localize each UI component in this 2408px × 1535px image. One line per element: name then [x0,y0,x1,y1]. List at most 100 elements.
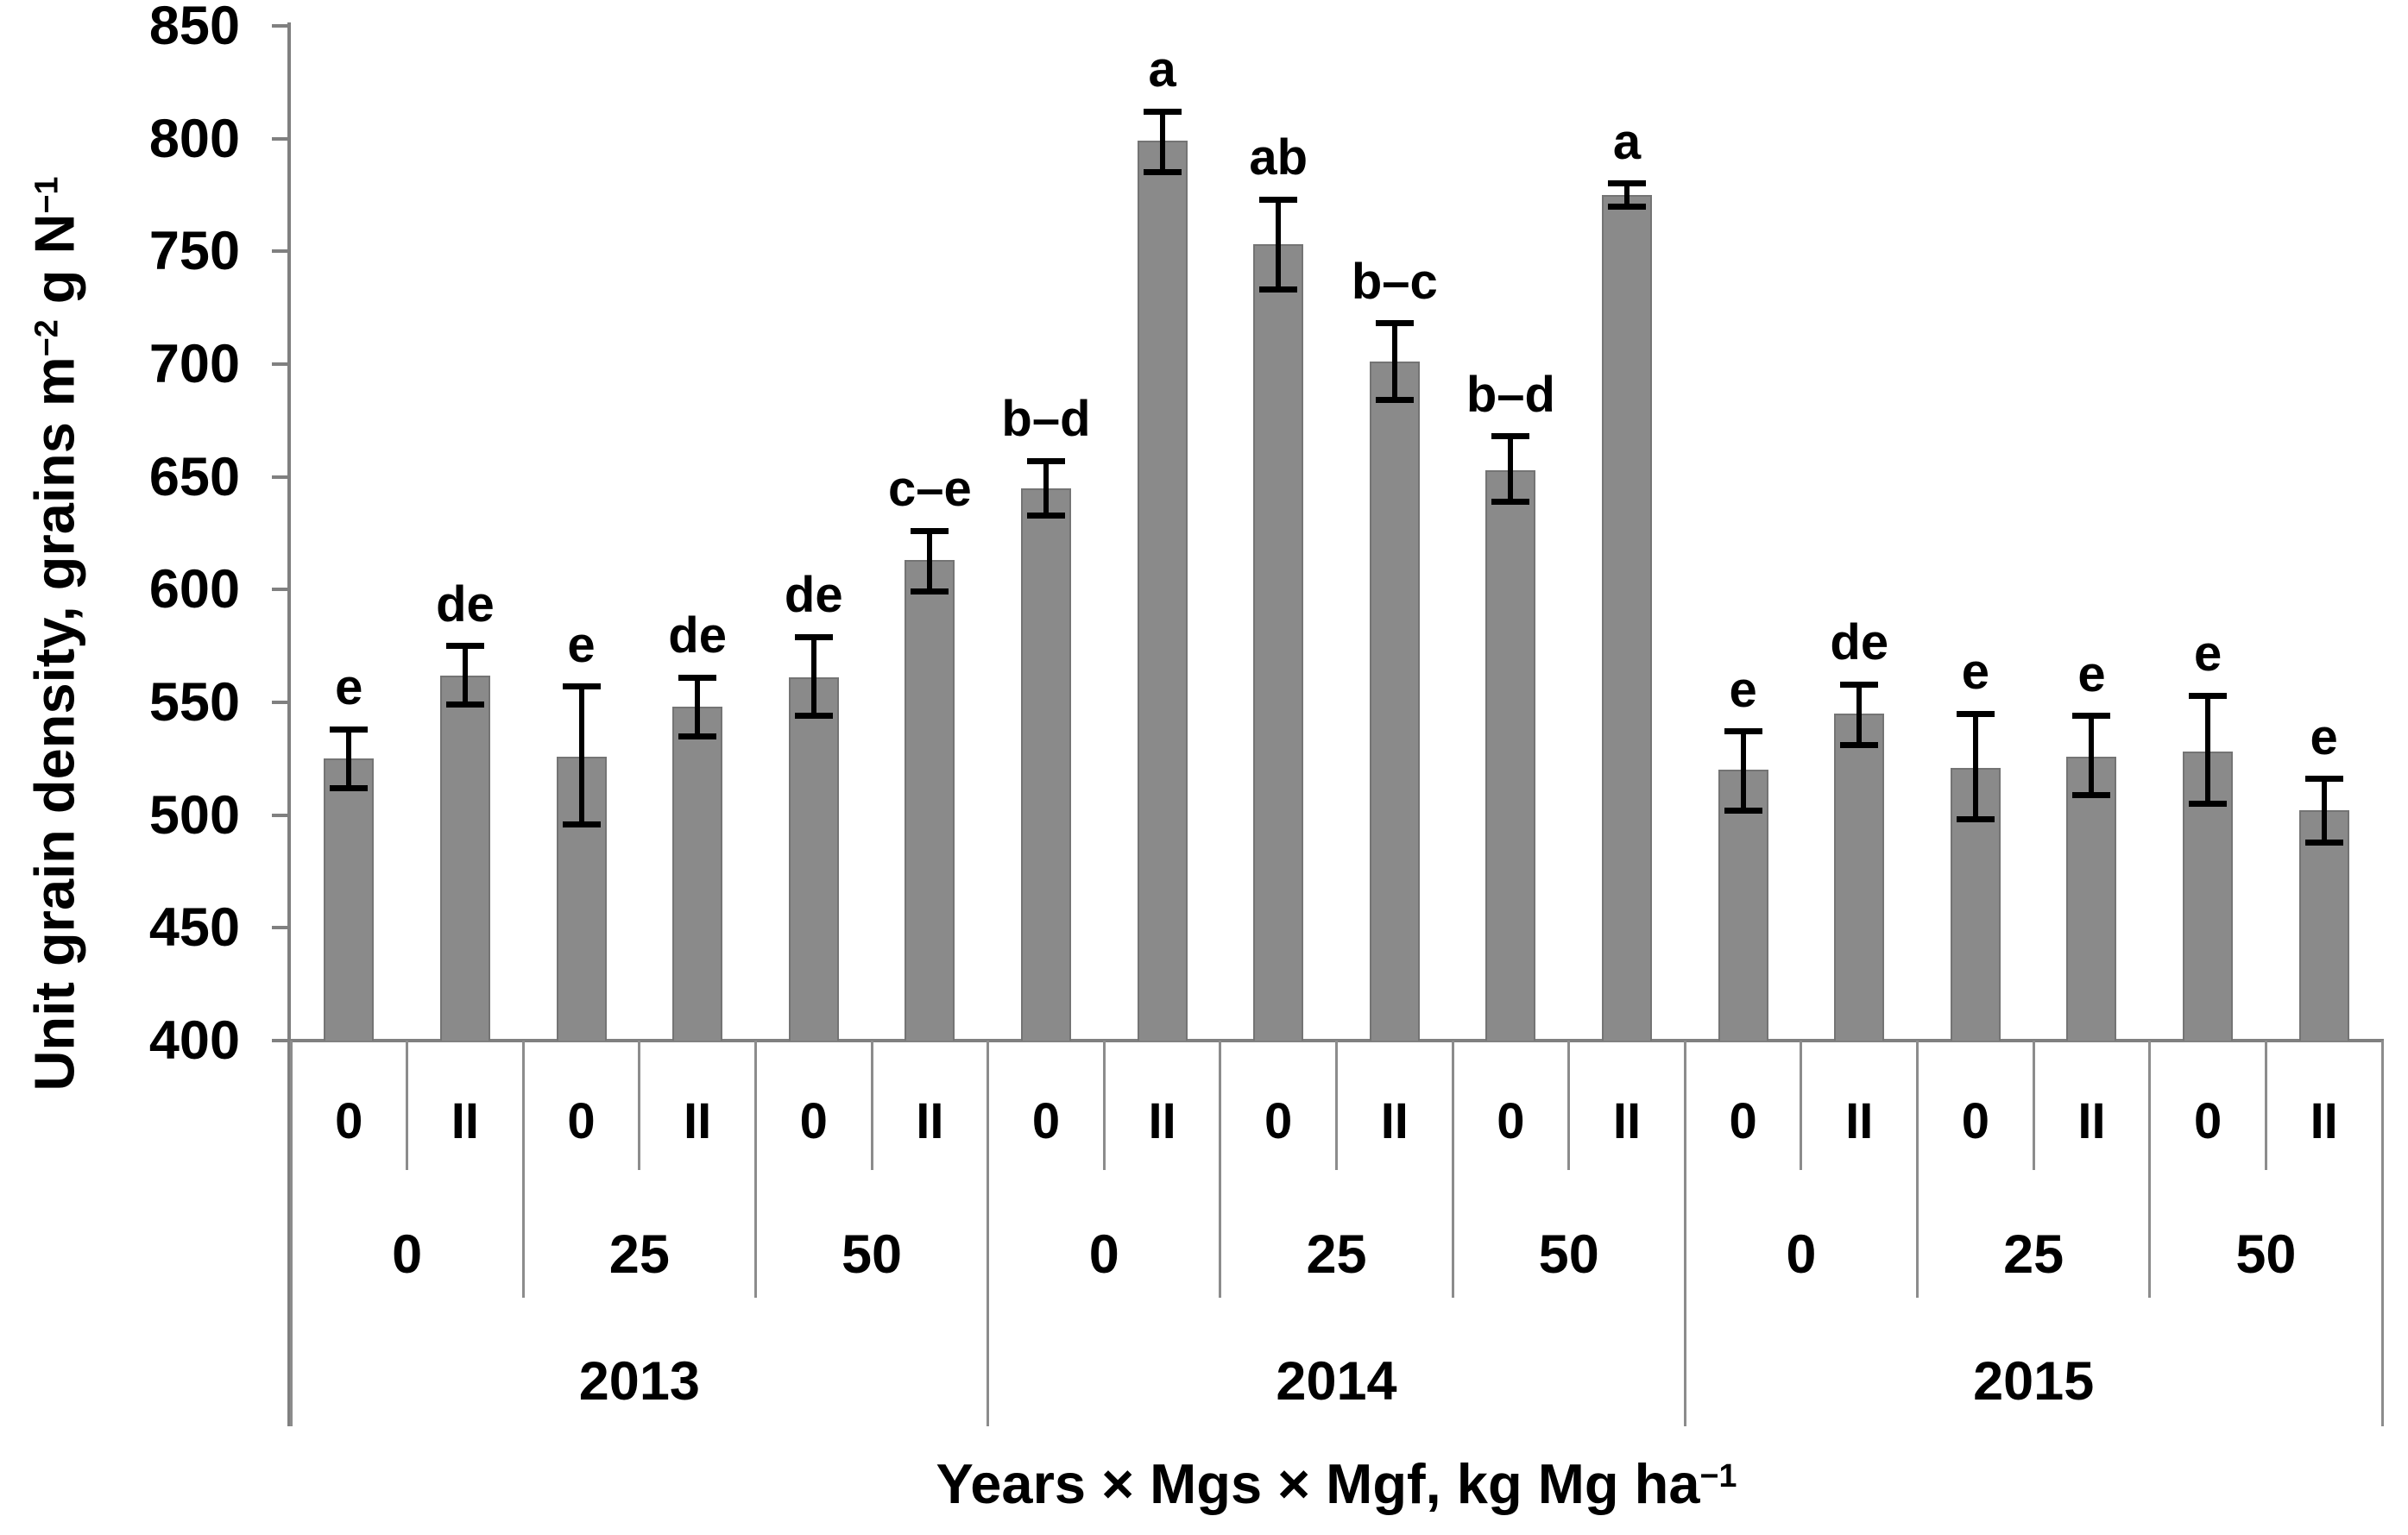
error-bar-cap-bottom [1259,286,1298,293]
significance-letter: de [436,576,495,632]
error-bar-cap-top [1375,320,1414,327]
bar [1253,244,1304,1041]
y-tick [272,813,291,817]
error-bar-cap-bottom [1724,807,1762,814]
mgs-label: 50 [2235,1224,2297,1285]
error-bar-cap-top [1840,681,1879,688]
mgf-label: II [1148,1093,1176,1149]
error-bar-cap-top [1143,108,1182,115]
bar [1718,770,1768,1041]
error-bar-cap-top [2072,713,2111,720]
bar [2298,810,2349,1041]
y-tick [272,926,291,930]
mgf-label: II [451,1093,480,1149]
significance-letter: c–e [887,461,972,518]
error-bar-cap-bottom [2072,791,2111,798]
superscript: −2 [28,319,65,357]
year-divider [987,1041,990,1426]
year-label: 2014 [1276,1351,1397,1412]
mgs-group-divider [753,1041,757,1298]
significance-letter: ab [1249,129,1308,186]
error-bar-cap-bottom [2189,801,2228,808]
error-bar-cap-bottom [1026,512,1065,519]
error-bar [578,686,584,825]
error-bar-cap-top [1491,433,1530,440]
y-tick-label: 600 [148,559,240,620]
significance-letter: b–d [1466,366,1555,423]
bar [1602,195,1653,1041]
year-divider [289,1041,293,1426]
mgf-label: 0 [567,1093,596,1149]
error-bar-cap-bottom [1375,397,1414,404]
error-bar [1508,436,1514,502]
y-tick [272,24,291,28]
error-bar-cap-top [2189,692,2228,699]
y-tick-label: 800 [148,108,240,169]
x-axis-title: Years × Mgs × Mgf, kg Mg ha−1 [936,1452,1737,1515]
mgf-label: II [684,1093,712,1149]
bar [439,675,490,1041]
error-bar-cap-top [678,674,717,681]
bar [905,560,955,1041]
error-bar-cap-bottom [678,733,717,739]
mgf-label: II [1845,1093,1874,1149]
error-bar [1391,323,1397,400]
error-bar-cap-bottom [1956,816,1995,823]
mgs-label: 0 [1786,1224,1817,1285]
error-bar-cap-top [1259,196,1298,203]
mgs-label: 0 [1088,1224,1119,1285]
significance-letter: a [1148,41,1176,98]
mgf-label: II [1612,1093,1642,1149]
mgf-label: II [1380,1093,1409,1149]
significance-letter: a [1612,113,1642,170]
bar [1485,469,1536,1041]
error-bar [346,729,352,789]
y-axis-title: Unit grain density, grains m−2 g N−1 [22,176,86,1091]
error-bar [1043,461,1049,516]
mgf-label: 0 [1729,1093,1757,1149]
error-bar [695,677,701,737]
mgf-cell-divider [406,1041,409,1170]
y-tick [272,362,291,366]
mgf-cell-divider [1102,1041,1106,1170]
mgs-group-divider [1219,1041,1222,1298]
y-tick-label: 700 [148,334,240,394]
y-axis-line [287,22,291,1426]
mgf-label: 0 [1961,1093,1989,1149]
significance-letter: de [784,567,843,624]
y-tick-label: 500 [148,784,240,846]
significance-letter: e [2077,645,2106,702]
mgf-cell-divider [2032,1041,2035,1170]
mgf-cell-divider [870,1041,873,1170]
error-bar-cap-top [562,683,601,690]
error-bar-cap-top [1724,728,1762,735]
error-bar-cap-bottom [1840,742,1879,749]
error-bar-cap-bottom [2304,839,2343,846]
error-bar [927,531,933,592]
significance-letter: e [335,659,363,716]
mgf-label: 0 [1497,1093,1525,1149]
y-tick [272,588,291,592]
error-bar [1972,714,1978,820]
error-bar [810,637,816,716]
y-tick-label: 450 [148,897,240,959]
bar [324,758,375,1041]
mgs-label: 50 [1538,1224,1599,1285]
y-tick [272,1039,291,1042]
mgs-label: 25 [608,1224,670,1285]
mgs-label: 50 [842,1224,903,1285]
year-divider [1683,1041,1686,1426]
y-tick-label: 750 [148,221,240,282]
superscript: −1 [28,176,65,214]
mgs-label: 25 [2003,1224,2064,1285]
mgf-cell-divider [2264,1041,2267,1170]
mgf-label: 0 [335,1093,363,1149]
year-divider [2380,1041,2384,1426]
significance-letter: e [567,616,596,673]
error-bar-cap-top [1026,457,1065,464]
bar [672,707,723,1041]
mgs-group-divider [521,1041,525,1298]
mgf-label: 0 [2193,1093,2222,1149]
bar [1020,488,1071,1041]
